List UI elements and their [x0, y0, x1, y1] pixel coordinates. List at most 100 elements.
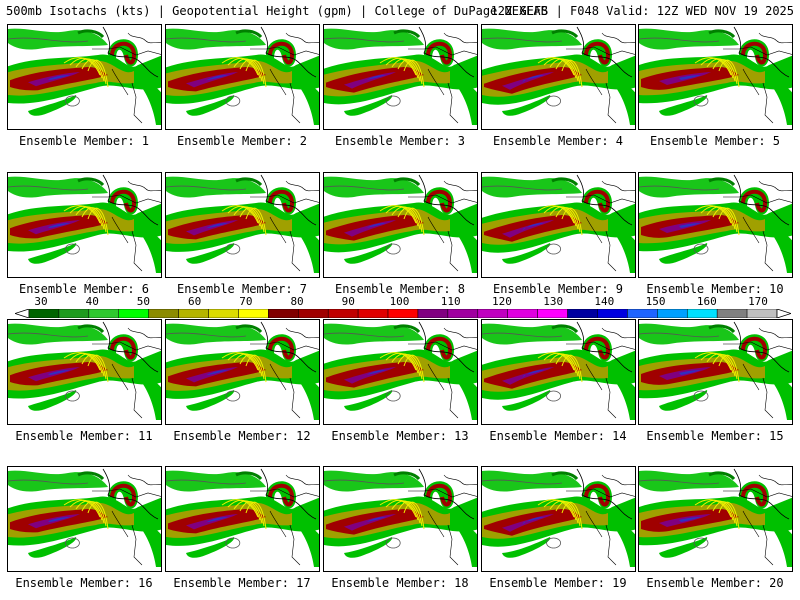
ensemble-map-panel	[481, 319, 636, 425]
colorbar-segment	[327, 309, 359, 318]
ensemble-member-label: Ensemble Member: 19	[489, 576, 627, 590]
ensemble-map-panel	[323, 319, 478, 425]
ensemble-map-panel	[165, 24, 320, 130]
ensemble-member-label: Ensemble Member: 14	[489, 429, 627, 443]
colorbar-segment	[417, 309, 449, 318]
ensemble-member-label: Ensemble Member: 13	[331, 429, 469, 443]
colorbar-segment	[178, 309, 209, 318]
colorbar-tick-label: 40	[85, 295, 99, 308]
colorbar-segment	[686, 309, 718, 318]
colorbar-tick-label: 100	[389, 295, 410, 308]
colorbar-segment	[477, 309, 508, 318]
ensemble-map-panel	[7, 466, 162, 572]
isotach-map	[166, 321, 319, 420]
colorbar-segment	[208, 309, 239, 318]
header-title-left: 500mb Isotachs (kts) | Geopotential Heig…	[6, 4, 548, 18]
ensemble-map-panel	[323, 172, 478, 278]
ensemble-member-label: Ensemble Member: 17	[173, 576, 311, 590]
ensemble-map-panel	[323, 24, 478, 130]
colorbar-segment	[148, 309, 179, 318]
ensemble-member-label: Ensemble Member: 20	[646, 576, 784, 590]
header-title-right: 12Z GEFS | F048 Valid: 12Z WED NOV 19 20…	[490, 4, 794, 18]
ensemble-member-label: Ensemble Member: 10	[646, 282, 784, 296]
colorbar-tick-label: 60	[188, 295, 202, 308]
colorbar-left-arrow	[15, 309, 30, 318]
isotach-map	[166, 174, 319, 273]
isotach-map	[639, 321, 792, 420]
ensemble-member-label: Ensemble Member: 4	[492, 134, 624, 148]
isotach-map	[8, 26, 161, 125]
colorbar-tick-label: 120	[491, 295, 512, 308]
ensemble-map-panel	[638, 319, 793, 425]
ensemble-map-panel	[7, 24, 162, 130]
ensemble-member-label: Ensemble Member: 7	[176, 282, 308, 296]
colorbar-segment	[118, 309, 149, 318]
ensemble-map-panel	[481, 172, 636, 278]
colorbar-segment	[88, 309, 120, 318]
ensemble-member-label: Ensemble Member: 6	[18, 282, 150, 296]
colorbar-segment	[58, 309, 90, 318]
colorbar-segment	[597, 309, 628, 318]
isotach-map	[482, 26, 635, 125]
ensemble-member-label: Ensemble Member: 16	[15, 576, 153, 590]
colorbar-tick-label: 170	[748, 295, 768, 308]
isotach-map	[639, 468, 792, 567]
colorbar-segment	[268, 309, 299, 318]
isotach-map	[324, 174, 477, 273]
ensemble-map-panel	[638, 172, 793, 278]
ensemble-map-panel	[165, 466, 320, 572]
colorbar-segment	[357, 309, 389, 318]
ensemble-member-label: Ensemble Member: 3	[334, 134, 466, 148]
ensemble-map-panel	[7, 319, 162, 425]
isotach-map	[324, 26, 477, 125]
colorbar-segment	[238, 309, 269, 318]
ensemble-map-panel	[165, 319, 320, 425]
ensemble-member-label: Ensemble Member: 8	[334, 282, 466, 296]
ensemble-map-panel	[481, 466, 636, 572]
colorbar-segment	[28, 309, 60, 318]
isotach-map	[8, 174, 161, 273]
ensemble-map-panel	[323, 466, 478, 572]
colorbar-tick-label: 80	[290, 295, 304, 308]
colorbar-segment	[447, 309, 479, 318]
colorbar-tick-label: 30	[34, 295, 48, 308]
colorbar-segment	[657, 309, 688, 318]
ensemble-member-label: Ensemble Member: 11	[15, 429, 153, 443]
isotach-map	[482, 174, 635, 273]
ensemble-member-label: Ensemble Member: 5	[649, 134, 781, 148]
colorbar-scale	[15, 309, 791, 318]
isotach-map	[166, 468, 319, 567]
ensemble-member-label: Ensemble Member: 1	[18, 134, 150, 148]
colorbar-tick-label: 90	[341, 295, 355, 308]
colorbar-segment	[507, 309, 538, 318]
colorbar-tick-label: 130	[543, 295, 564, 308]
colorbar-segment	[387, 309, 419, 318]
isotach-map	[482, 321, 635, 420]
ensemble-member-label: Ensemble Member: 12	[173, 429, 311, 443]
colorbar-segment	[716, 309, 748, 318]
ensemble-member-label: Ensemble Member: 15	[646, 429, 784, 443]
isotach-map	[324, 468, 477, 567]
colorbar-right-arrow	[776, 309, 791, 318]
ensemble-map-panel	[638, 24, 793, 130]
ensemble-member-label: Ensemble Member: 9	[492, 282, 624, 296]
colorbar-tick-label: 110	[440, 295, 461, 308]
colorbar-tick-label: 160	[696, 295, 717, 308]
colorbar-segment	[298, 309, 329, 318]
isotach-colorbar: 30 40 50 60 70 80 90 100 110 120 130 140 150 160 170	[15, 296, 791, 318]
isotach-map	[8, 468, 161, 567]
colorbar-tick-label: 140	[594, 295, 615, 308]
colorbar-segment	[537, 309, 568, 318]
map-header: 500mb Isotachs (kts) | Geopotential Heig…	[0, 0, 800, 22]
isotach-map	[639, 26, 792, 125]
ensemble-member-label: Ensemble Member: 2	[176, 134, 308, 148]
ensemble-map-panel	[638, 466, 793, 572]
isotach-map	[166, 26, 319, 125]
colorbar-tick-label: 70	[239, 295, 253, 308]
isotach-map	[639, 174, 792, 273]
colorbar-tick-label: 50	[136, 295, 151, 308]
isotach-map	[8, 321, 161, 420]
colorbar-segment	[746, 309, 778, 318]
ensemble-map-panel	[7, 172, 162, 278]
isotach-map	[324, 321, 477, 420]
